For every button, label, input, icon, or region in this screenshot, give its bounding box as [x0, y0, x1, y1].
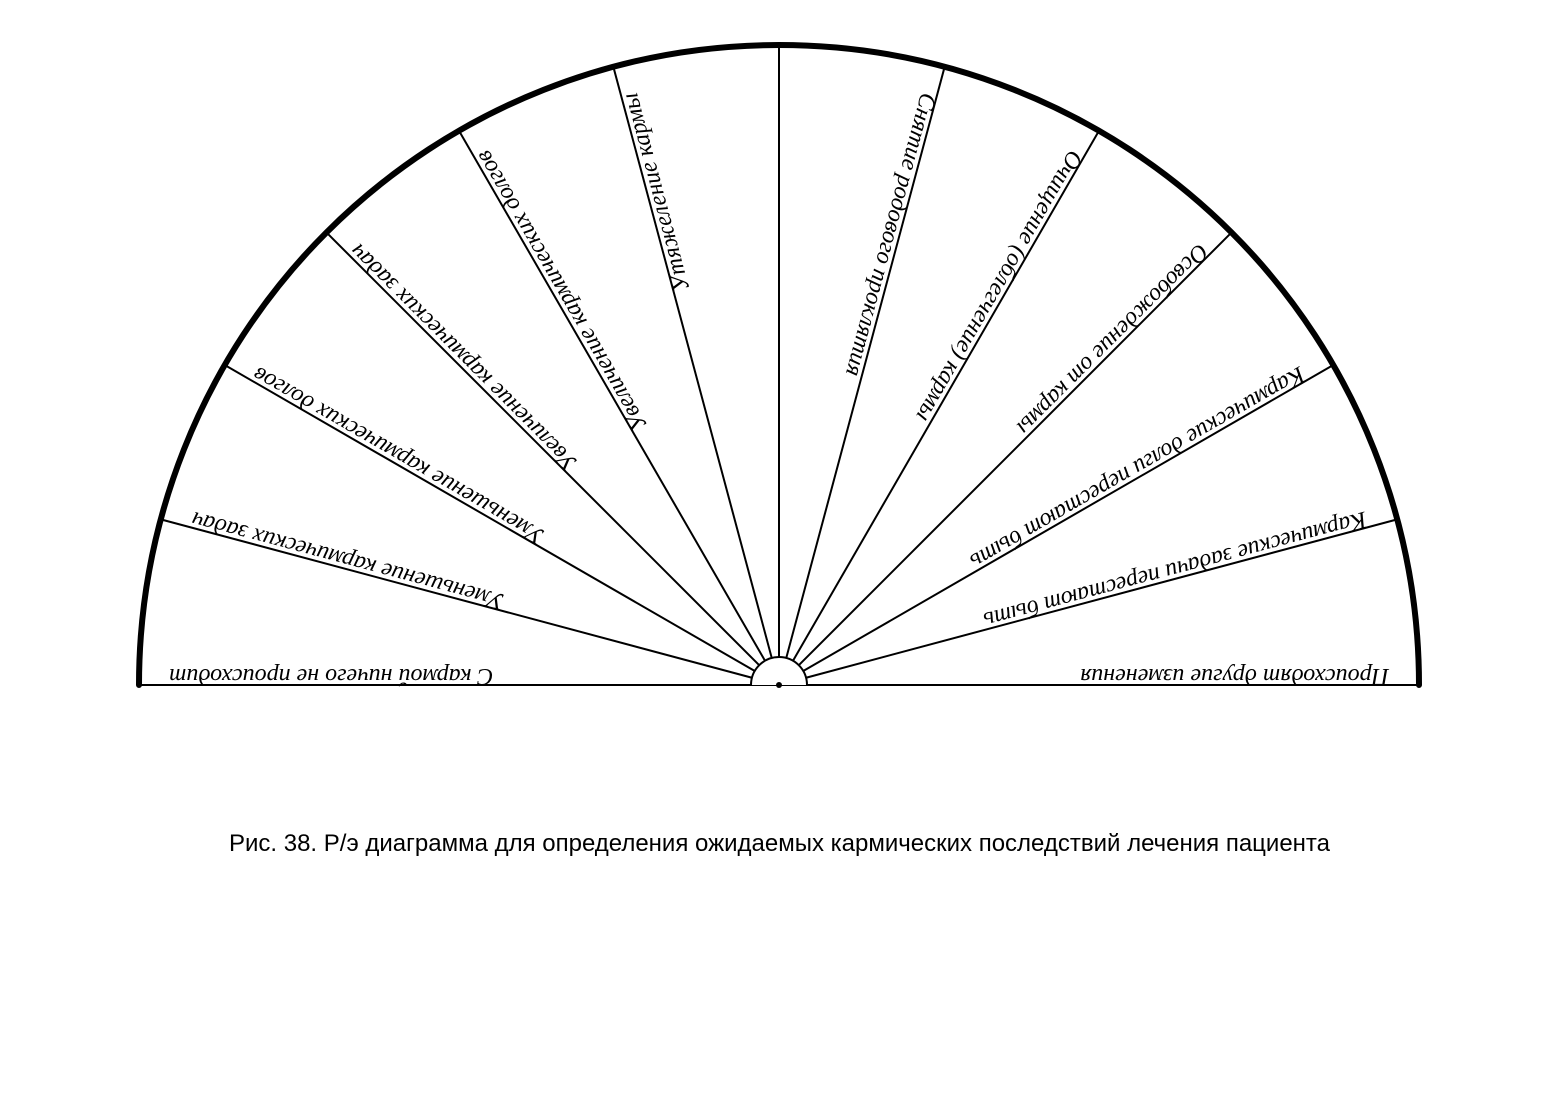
fan-center-dot: [776, 682, 782, 688]
sector-label: С кармой ничего не происходит: [169, 663, 493, 689]
figure-caption: Рис. 38. Р/э диаграмма для определения о…: [0, 830, 1559, 858]
sector-label: Происходят другие изменения: [1080, 663, 1390, 689]
fan-diagram: С кармой ничего не происходитУменьшение …: [0, 0, 1559, 1102]
